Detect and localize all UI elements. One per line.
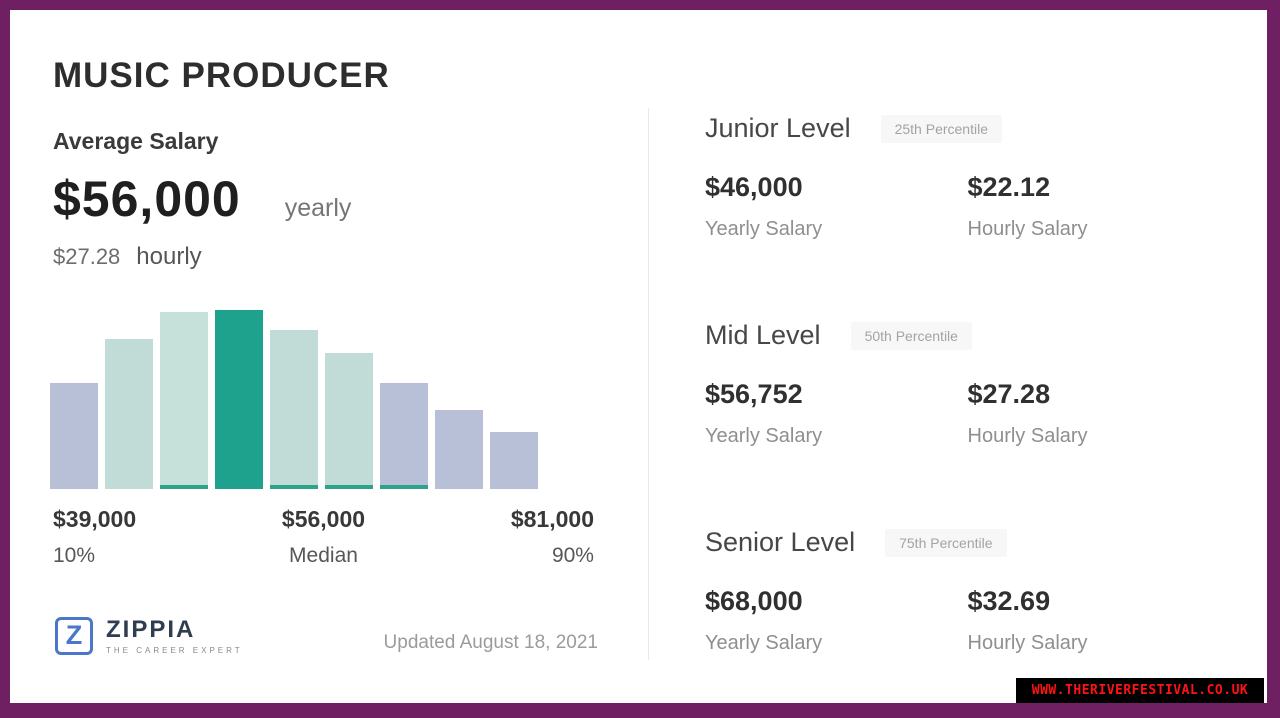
zippia-name: ZIPPIA <box>106 616 196 643</box>
zippia-logo-letter: Z <box>65 620 83 650</box>
chart-bar <box>325 353 373 489</box>
level-hourly-value: $22.12 <box>967 172 1051 202</box>
level-yearly-value: $68,000 <box>705 586 803 616</box>
watermark-banner: WWW.THERIVERFESTIVAL.CO.UK <box>1016 678 1264 703</box>
yearly-column: $56,752 Yearly Salary <box>705 379 968 448</box>
axis-marker-value: $81,000 <box>510 506 594 532</box>
zippia-brand: Z ZIPPIA THE CAREER EXPERT <box>55 616 243 655</box>
level-name: Mid Level <box>705 320 821 350</box>
level-yearly-label: Yearly Salary <box>705 632 823 654</box>
hourly-salary-unit: hourly <box>136 243 202 270</box>
average-hourly-row: $27.28 hourly <box>53 243 202 271</box>
level-hourly-label: Hourly Salary <box>967 218 1088 240</box>
level-section-mid: Mid Level 50th Percentile $56,752 Yearly… <box>705 320 1230 448</box>
axis-marker-caption: Median <box>289 544 358 567</box>
level-hourly-label: Hourly Salary <box>967 425 1088 447</box>
percentile-badge: 50th Percentile <box>850 321 972 350</box>
level-hourly-label: Hourly Salary <box>967 632 1088 654</box>
yearly-column: $68,000 Yearly Salary <box>705 586 968 655</box>
level-section-senior: Senior Level 75th Percentile $68,000 Yea… <box>705 527 1230 655</box>
chart-bar <box>270 330 318 489</box>
axis-marker-value: $56,000 <box>281 506 366 532</box>
level-name: Senior Level <box>705 527 856 557</box>
average-salary-label: Average Salary <box>53 128 219 154</box>
axis-marker-10th: $39,000 10% <box>53 506 136 568</box>
level-header: Mid Level 50th Percentile <box>705 320 1230 351</box>
level-section-junior: Junior Level 25th Percentile $46,000 Yea… <box>705 113 1230 241</box>
hourly-column: $27.28 Hourly Salary <box>968 379 1231 448</box>
level-header: Junior Level 25th Percentile <box>705 113 1230 144</box>
zippia-wordmark: ZIPPIA THE CAREER EXPERT <box>106 616 243 655</box>
percentile-badge: 25th Percentile <box>880 114 1002 143</box>
vertical-divider <box>648 108 649 660</box>
average-yearly-row: $56,000 yearly <box>53 170 351 228</box>
axis-marker-caption: 10% <box>53 544 96 567</box>
level-hourly-value: $32.69 <box>967 586 1051 616</box>
chart-bar <box>105 339 153 489</box>
axis-marker-90th: $81,000 90% <box>511 506 594 568</box>
level-yearly-value: $56,752 <box>705 379 803 409</box>
zippia-logo-icon: Z <box>55 616 93 655</box>
axis-marker-median: $56,000 Median <box>282 506 365 568</box>
updated-date: Updated August 18, 2021 <box>383 632 598 653</box>
level-header: Senior Level 75th Percentile <box>705 527 1230 558</box>
watermark-text: WWW.THERIVERFESTIVAL.CO.UK <box>1031 683 1249 698</box>
percentile-badge: 75th Percentile <box>885 528 1007 557</box>
level-yearly-label: Yearly Salary <box>705 218 823 240</box>
page-title: MUSIC PRODUCER <box>53 56 390 95</box>
chart-axis-markers: $39,000 10% $56,000 Median $81,000 90% <box>53 506 594 568</box>
level-values-row: $46,000 Yearly Salary $22.12 Hourly Sala… <box>705 172 1230 241</box>
chart-bar <box>490 432 538 489</box>
yearly-salary-unit: yearly <box>284 194 352 222</box>
level-hourly-value: $27.28 <box>967 379 1051 409</box>
chart-bar <box>50 383 98 489</box>
level-yearly-value: $46,000 <box>705 172 803 202</box>
yearly-column: $46,000 Yearly Salary <box>705 172 968 241</box>
hourly-column: $32.69 Hourly Salary <box>968 586 1231 655</box>
chart-bar <box>435 410 483 489</box>
axis-marker-value: $39,000 <box>53 506 137 532</box>
chart-bar <box>215 310 263 489</box>
salary-distribution-chart <box>50 310 538 489</box>
level-yearly-label: Yearly Salary <box>705 425 823 447</box>
axis-marker-caption: 90% <box>551 544 594 567</box>
level-values-row: $68,000 Yearly Salary $32.69 Hourly Sala… <box>705 586 1230 655</box>
chart-bar <box>380 383 428 489</box>
hourly-column: $22.12 Hourly Salary <box>968 172 1231 241</box>
yearly-salary-value: $56,000 <box>53 171 241 227</box>
chart-bar <box>160 312 208 489</box>
hourly-salary-value: $27.28 <box>53 244 121 269</box>
zippia-tagline: THE CAREER EXPERT <box>106 646 243 655</box>
level-name: Junior Level <box>705 113 851 143</box>
level-values-row: $56,752 Yearly Salary $27.28 Hourly Sala… <box>705 379 1230 448</box>
